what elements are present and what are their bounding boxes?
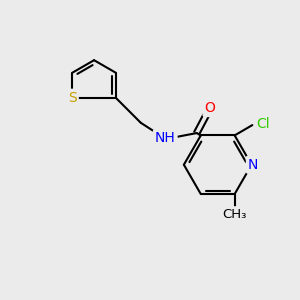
Text: CH₃: CH₃ [223, 208, 247, 221]
Text: NH: NH [155, 131, 176, 146]
Text: O: O [205, 101, 215, 115]
Text: Cl: Cl [257, 117, 270, 130]
Text: N: N [248, 158, 258, 172]
Text: S: S [68, 91, 77, 105]
